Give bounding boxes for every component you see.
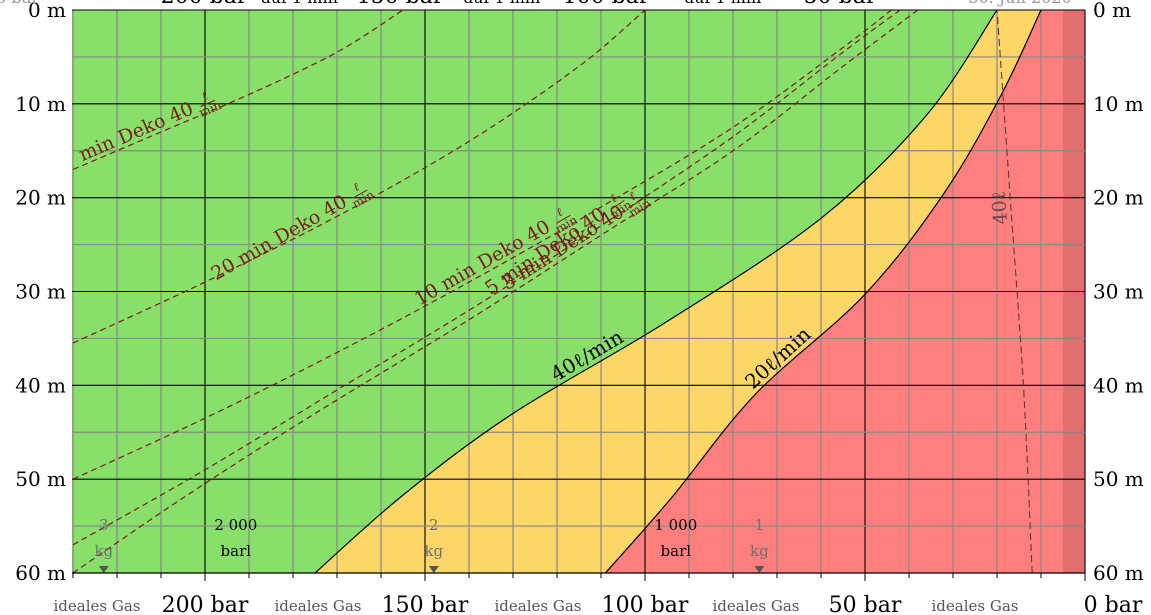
- y-tick-left: 30 m: [15, 280, 66, 304]
- y-tick-left: 50 m: [15, 467, 66, 491]
- y-tick-right: 10 m: [1093, 92, 1144, 116]
- marker-line1: 2 000: [214, 516, 257, 534]
- marker-triangle-icon: [754, 566, 765, 573]
- deco-unit-bar: [556, 214, 571, 224]
- deco-line: [72, 10, 919, 573]
- y-tick-right: 30 m: [1093, 280, 1144, 304]
- x-note-label: ideales Gas: [713, 597, 800, 615]
- y-tick-right: 0 m: [1093, 0, 1131, 22]
- deco-line: [72, 10, 404, 171]
- x-tick-label: 150 bar: [382, 593, 469, 615]
- marker-triangle-icon: [98, 566, 109, 573]
- y-tick-right: 60 m: [1093, 561, 1144, 585]
- marker-line1: 1: [755, 516, 765, 534]
- top-axis-label: 100 bar: [563, 0, 650, 9]
- deco-unit-num: ℓ: [607, 191, 619, 205]
- x-note-label: ideales Gas: [275, 597, 362, 615]
- y-tick-left: 40 m: [15, 373, 66, 397]
- deco-unit-bar: [610, 200, 625, 210]
- top-axis-label: auf 1 min: [685, 0, 762, 7]
- deco-unit-bar: [200, 99, 216, 107]
- marker-line2: kg: [424, 542, 443, 560]
- y-tick-left: 20 m: [15, 186, 66, 210]
- boundary-line: [604, 10, 1042, 573]
- top-axis-label: 30. Jun 2020: [968, 0, 1071, 7]
- top-axis-label: auf 1 min: [464, 0, 541, 7]
- deco-unit-num: ℓ: [200, 89, 210, 104]
- y-tick-right: 50 m: [1093, 467, 1144, 491]
- y-tick-right: 20 m: [1093, 186, 1144, 210]
- deco-unit-num: ℓ: [351, 180, 362, 195]
- deco-unit-num: ℓ: [626, 189, 638, 203]
- y-tick-left: 0 m: [28, 0, 66, 22]
- deco-line: [72, 10, 892, 480]
- deco-unit-bar: [352, 189, 368, 199]
- marker-triangle-icon: [428, 566, 439, 573]
- x-note-label: ideales Gas: [932, 597, 1019, 615]
- top-axis-label: 200 bar: [161, 0, 248, 9]
- marker-line2: barl: [221, 542, 252, 560]
- top-axis-label: 0.5 bar: [0, 0, 39, 7]
- x-note-label: ideales Gas: [495, 597, 582, 615]
- y-tick-right: 40 m: [1093, 373, 1144, 397]
- deco-unit-bar: [629, 198, 644, 208]
- gas-label-text: 40ℓ: [988, 190, 1012, 225]
- lines-layer: [72, 10, 1042, 573]
- y-tick-left: 60 m: [15, 561, 66, 585]
- x-tick-label: 0 bar: [1084, 593, 1143, 615]
- y-tick-left: 10 m: [15, 92, 66, 116]
- marker-line1: 1 000: [654, 516, 697, 534]
- boundary-line: [314, 10, 998, 573]
- x-note-label: ideales Gas: [54, 597, 141, 615]
- top-axis-label: auf 1 min: [256, 0, 338, 7]
- marker-line2: barl: [661, 542, 692, 560]
- x-tick-label: 100 bar: [602, 593, 689, 615]
- gas-label: 40ℓ: [988, 190, 1012, 225]
- marker-line2: kg: [94, 542, 113, 560]
- gas-line: [996, 10, 1033, 573]
- top-axis-label: 150 bar: [357, 0, 444, 9]
- x-tick-label: 200 bar: [162, 593, 249, 615]
- marker-line2: kg: [750, 542, 769, 560]
- deco-unit-num: ℓ: [554, 205, 565, 220]
- marker-line1: 3: [99, 516, 109, 534]
- top-axis-label: 50 bar: [804, 0, 877, 9]
- deco-line: [72, 10, 646, 344]
- x-tick-label: 50 bar: [829, 593, 902, 615]
- grid-layer: [72, 9, 1086, 574]
- marker-line1: 2: [429, 516, 439, 534]
